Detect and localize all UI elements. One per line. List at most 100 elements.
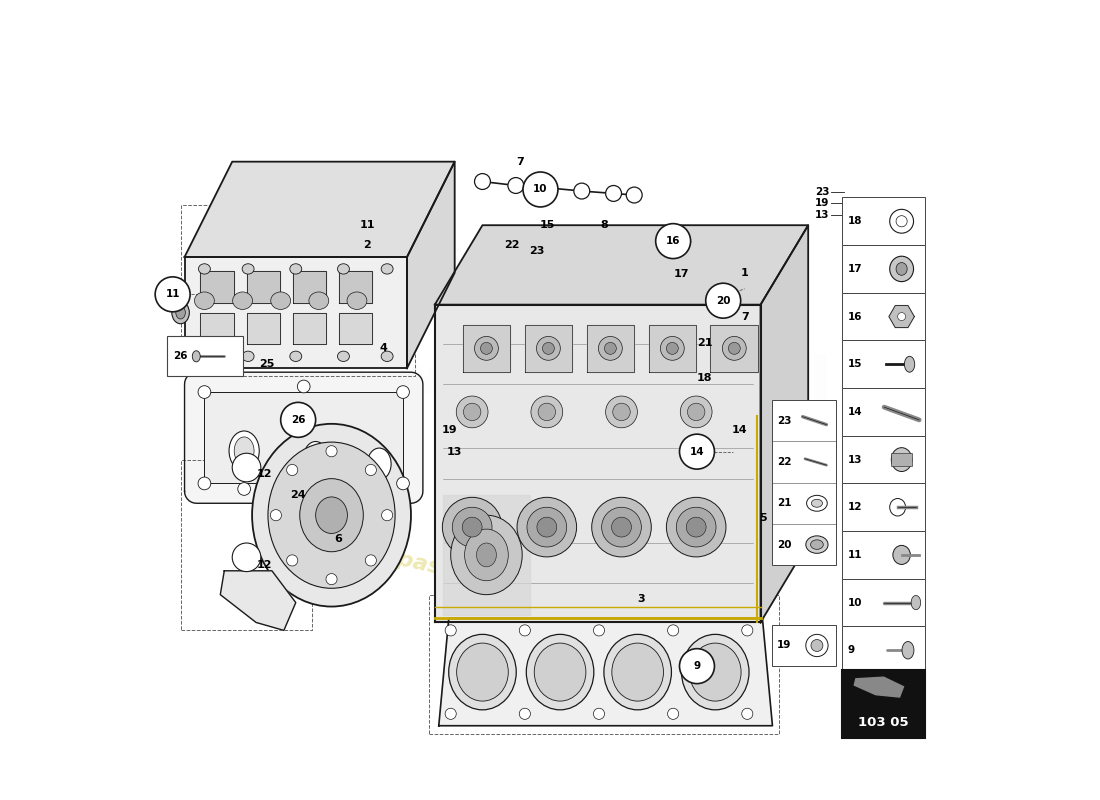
- Text: 24: 24: [290, 490, 306, 500]
- Ellipse shape: [268, 442, 395, 588]
- Ellipse shape: [898, 313, 905, 321]
- Ellipse shape: [234, 437, 254, 465]
- Text: 14: 14: [848, 407, 862, 417]
- Text: 26: 26: [173, 351, 187, 362]
- Ellipse shape: [397, 386, 409, 398]
- Polygon shape: [586, 325, 635, 372]
- Text: 11: 11: [165, 290, 180, 299]
- Ellipse shape: [667, 498, 726, 557]
- Text: 12: 12: [256, 469, 272, 479]
- Polygon shape: [434, 226, 808, 305]
- Text: 11: 11: [848, 550, 862, 560]
- Ellipse shape: [271, 510, 282, 521]
- Ellipse shape: [289, 351, 301, 362]
- Ellipse shape: [287, 465, 298, 475]
- Polygon shape: [463, 325, 510, 372]
- Ellipse shape: [806, 495, 827, 511]
- Text: 26: 26: [290, 415, 306, 425]
- Polygon shape: [185, 372, 422, 503]
- Ellipse shape: [238, 482, 251, 495]
- Ellipse shape: [172, 302, 189, 324]
- Ellipse shape: [195, 292, 214, 310]
- Ellipse shape: [449, 634, 516, 710]
- Ellipse shape: [316, 497, 348, 534]
- Ellipse shape: [176, 306, 186, 319]
- Ellipse shape: [397, 477, 409, 490]
- Text: 6: 6: [334, 534, 342, 544]
- Ellipse shape: [612, 517, 631, 537]
- Ellipse shape: [741, 625, 752, 636]
- Ellipse shape: [242, 351, 254, 362]
- Polygon shape: [185, 257, 407, 368]
- Ellipse shape: [574, 183, 590, 199]
- Ellipse shape: [481, 342, 493, 354]
- Ellipse shape: [896, 262, 907, 275]
- Text: 4: 4: [379, 343, 387, 354]
- Bar: [842, 388, 925, 436]
- Ellipse shape: [476, 543, 496, 567]
- Bar: [842, 670, 925, 738]
- Text: 10: 10: [848, 598, 862, 607]
- Ellipse shape: [606, 396, 637, 428]
- Ellipse shape: [382, 510, 393, 521]
- Text: 20: 20: [716, 296, 730, 306]
- Polygon shape: [711, 325, 758, 372]
- Ellipse shape: [680, 396, 712, 428]
- Polygon shape: [200, 271, 234, 303]
- Ellipse shape: [911, 595, 921, 610]
- Bar: [842, 341, 925, 388]
- Bar: [180, 206, 415, 376]
- Ellipse shape: [890, 498, 905, 516]
- Text: 17: 17: [848, 264, 862, 274]
- Polygon shape: [185, 162, 454, 257]
- Text: 5: 5: [759, 513, 767, 522]
- Ellipse shape: [806, 634, 828, 657]
- Ellipse shape: [365, 555, 376, 566]
- Polygon shape: [889, 306, 914, 327]
- Text: 13: 13: [815, 210, 829, 220]
- Bar: [167, 337, 243, 376]
- Circle shape: [706, 283, 740, 318]
- Ellipse shape: [686, 517, 706, 537]
- Ellipse shape: [297, 380, 310, 393]
- Text: 17: 17: [673, 270, 689, 279]
- Ellipse shape: [896, 216, 907, 227]
- Text: 14: 14: [732, 425, 747, 435]
- Text: 14: 14: [690, 446, 704, 457]
- Ellipse shape: [289, 264, 301, 274]
- Ellipse shape: [806, 536, 828, 554]
- Polygon shape: [200, 313, 234, 344]
- Text: 23: 23: [815, 187, 829, 197]
- Ellipse shape: [538, 403, 556, 421]
- Ellipse shape: [382, 351, 393, 362]
- Text: a passion for: a passion for: [373, 544, 536, 598]
- Polygon shape: [293, 313, 326, 344]
- Polygon shape: [439, 618, 772, 726]
- Text: 12: 12: [256, 560, 272, 570]
- Ellipse shape: [356, 482, 370, 495]
- Ellipse shape: [891, 448, 912, 471]
- Ellipse shape: [612, 643, 663, 701]
- Ellipse shape: [338, 264, 350, 274]
- Text: 18: 18: [697, 373, 713, 382]
- Bar: [180, 459, 311, 630]
- Bar: [429, 594, 779, 734]
- Bar: [842, 483, 925, 531]
- Ellipse shape: [682, 634, 749, 710]
- Text: 13: 13: [848, 454, 862, 465]
- Text: 11: 11: [360, 220, 375, 230]
- Polygon shape: [246, 313, 279, 344]
- Ellipse shape: [474, 174, 491, 190]
- Text: 25: 25: [258, 359, 274, 370]
- Ellipse shape: [593, 625, 605, 636]
- Ellipse shape: [606, 186, 621, 202]
- Text: 7: 7: [516, 157, 524, 166]
- Ellipse shape: [537, 517, 557, 537]
- Ellipse shape: [198, 386, 211, 398]
- Polygon shape: [434, 305, 760, 622]
- Bar: [842, 293, 925, 341]
- Text: 23: 23: [529, 246, 544, 256]
- Circle shape: [232, 454, 261, 482]
- Ellipse shape: [446, 625, 456, 636]
- Text: 7: 7: [740, 311, 748, 322]
